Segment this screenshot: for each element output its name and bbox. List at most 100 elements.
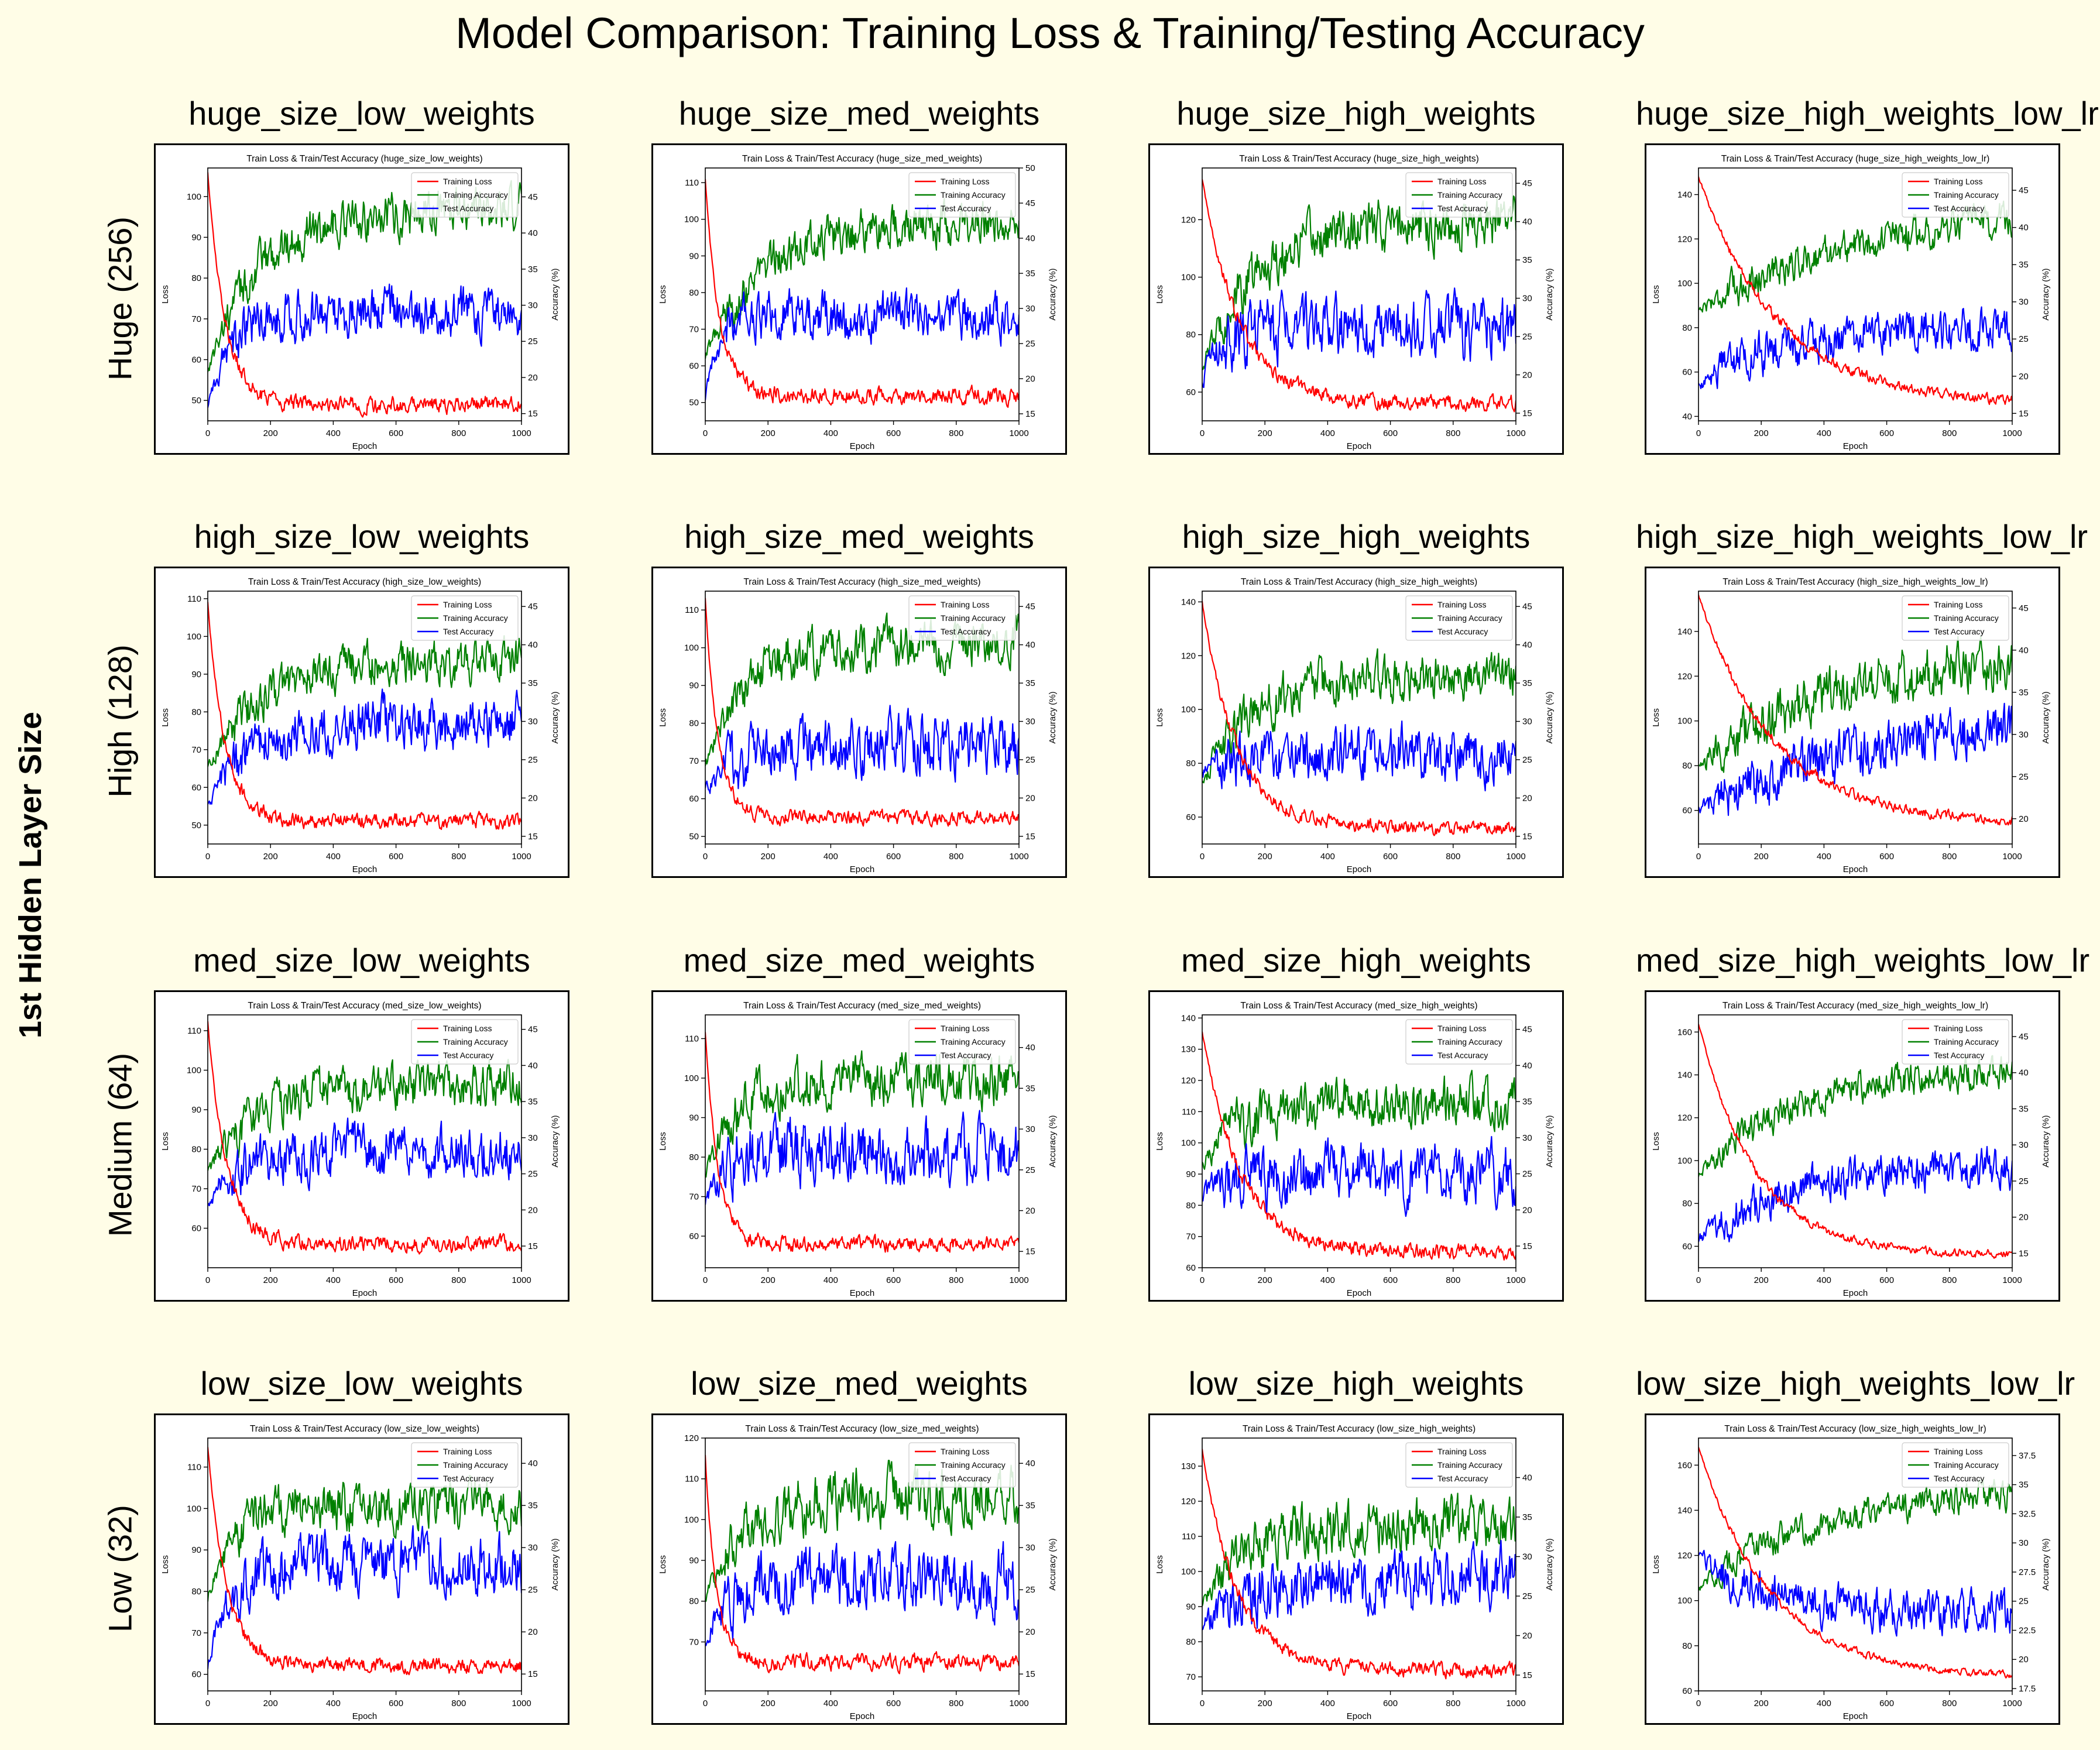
y-right-tick-label: 15 — [1522, 409, 1532, 418]
y-tick-label: 90 — [689, 251, 699, 261]
x-axis-label: Epoch — [850, 864, 875, 874]
y-super-label: 1st Hidden Layer Size — [13, 711, 48, 1039]
y-tick-label: 120 — [1677, 671, 1692, 681]
y-right-tick-label: 35 — [528, 1501, 538, 1511]
x-tick-label: 200 — [1754, 1275, 1769, 1285]
training-accuracy-line — [705, 612, 1019, 766]
y-tick-label: 130 — [1181, 1045, 1196, 1055]
y-right-tick-label: 35 — [528, 678, 538, 688]
panel-title: low_size_low_weights — [200, 1365, 523, 1402]
panel-title: high_size_high_weights_low_lr — [1636, 518, 2088, 555]
axes-frame — [1202, 1437, 1516, 1691]
chart-panel: Train Loss & Train/Test Accuracy (med_si… — [1645, 990, 2060, 1302]
x-tick-label: 200 — [1258, 1698, 1272, 1708]
legend-entry: Training Accuracy — [443, 1037, 508, 1046]
legend-entry: Test Accuracy — [443, 1051, 493, 1060]
training-loss-line — [1202, 1449, 1516, 1680]
x-tick-label: 0 — [1200, 1275, 1205, 1285]
y-right-tick-label: 40 — [528, 228, 538, 238]
training-loss-line — [1698, 1024, 2012, 1259]
x-tick-label: 1000 — [1506, 852, 1525, 862]
y-right-tick-label: 45 — [1522, 602, 1532, 612]
panel-title: low_size_high_weights_low_lr — [1636, 1365, 2075, 1402]
y-axis-label: Loss — [1651, 708, 1661, 727]
legend-entry: Training Loss — [1934, 600, 1983, 609]
x-tick-label: 400 — [326, 852, 341, 862]
y-right-axis-label: Accuracy (%) — [2041, 1538, 2051, 1590]
x-axis-label: Epoch — [352, 441, 378, 451]
legend-entry: Test Accuracy — [1934, 627, 1984, 636]
y-right-tick-label: 15 — [1025, 1247, 1035, 1257]
test-accuracy-line — [1698, 1549, 2012, 1637]
legend-entry: Training Accuracy — [941, 1037, 1006, 1046]
y-tick-label: 70 — [1186, 1672, 1196, 1682]
x-tick-label: 800 — [949, 428, 963, 438]
x-tick-label: 600 — [389, 428, 403, 438]
y-right-tick-label: 20 — [528, 373, 538, 383]
chart-title: Train Loss & Train/Test Accuracy (low_si… — [1724, 1424, 1986, 1434]
legend: Training Loss Training Accuracy Test Accur… — [1405, 172, 1513, 218]
chart-title: Train Loss & Train/Test Accuracy (huge_s… — [1721, 154, 1990, 164]
y-right-tick-label: 22.5 — [2019, 1625, 2036, 1635]
legend: Training Loss Training Accuracy Test Accur… — [411, 172, 519, 218]
plot-area — [1698, 1024, 2012, 1259]
axes-frame — [207, 591, 522, 845]
y-tick-label: 140 — [1677, 627, 1692, 637]
y-axis-label: Loss — [1155, 285, 1165, 304]
legend-entry: Test Accuracy — [443, 627, 493, 636]
x-axis-label: Epoch — [850, 1711, 875, 1721]
y-right-tick-label: 17.5 — [2019, 1684, 2036, 1694]
y-right-tick-label: 20 — [2019, 814, 2029, 824]
x-axis-label: Epoch — [1843, 1711, 1868, 1721]
y-tick-label: 110 — [187, 1463, 201, 1473]
y-tick-label: 140 — [1181, 597, 1196, 607]
training-accuracy-line — [1698, 1478, 2012, 1591]
y-right-tick-label: 20 — [1522, 1205, 1532, 1215]
y-tick-label: 80 — [1186, 759, 1196, 768]
y-right-tick-label: 40 — [1025, 1459, 1035, 1468]
y-right-tick-label: 25 — [1025, 1165, 1035, 1175]
x-tick-label: 600 — [1383, 1698, 1398, 1708]
test-accuracy-line — [208, 1117, 521, 1206]
x-tick-label: 200 — [1258, 428, 1272, 438]
legend: Training Loss Training Accuracy Test Accur… — [1902, 1442, 2009, 1488]
y-axis-label: Loss — [658, 285, 668, 304]
training-loss-line — [705, 179, 1019, 408]
chart-panel: Train Loss & Train/Test Accuracy (low_si… — [651, 1413, 1067, 1725]
x-tick-label: 200 — [761, 852, 776, 862]
chart-panel: Train Loss & Train/Test Accuracy (high_s… — [1645, 567, 2060, 878]
y-right-tick-label: 35 — [1025, 678, 1035, 688]
y-tick-label: 70 — [191, 1628, 201, 1638]
y-right-axis-label: Accuracy (%) — [2041, 691, 2051, 743]
plot-area — [1202, 1031, 1516, 1261]
x-tick-label: 800 — [1446, 1698, 1460, 1708]
x-axis-label: Epoch — [1347, 441, 1372, 451]
y-right-tick-label: 30 — [528, 1543, 538, 1553]
y-tick-label: 60 — [191, 1670, 201, 1680]
y-right-tick-label: 30 — [528, 1133, 538, 1143]
y-right-axis-label: Accuracy (%) — [1048, 1115, 1058, 1167]
legend-entry: Training Accuracy — [941, 613, 1006, 623]
panel-title: huge_size_high_weights_low_lr — [1636, 95, 2099, 132]
axes-frame — [1698, 1014, 2013, 1268]
y-tick-label: 120 — [1677, 1551, 1692, 1561]
y-right-tick-label: 20 — [1025, 1627, 1035, 1637]
axes-frame — [705, 1014, 1020, 1268]
training-loss-line — [1202, 601, 1516, 836]
y-right-tick-label: 25 — [2019, 1176, 2029, 1186]
row-label-huge: Huge (256) — [101, 216, 139, 381]
test-accuracy-line — [705, 287, 1019, 401]
chart-title: Train Loss & Train/Test Accuracy (low_si… — [1243, 1424, 1476, 1434]
y-right-tick-label: 40 — [1025, 640, 1035, 650]
y-tick-label: 60 — [1186, 1263, 1196, 1273]
y-axis-label: Loss — [160, 1132, 170, 1151]
training-accuracy-line — [1698, 635, 2012, 773]
y-tick-label: 70 — [1186, 1232, 1196, 1242]
legend-entry: Test Accuracy — [941, 204, 991, 213]
y-right-tick-label: 30 — [1522, 717, 1532, 727]
x-tick-label: 1000 — [2002, 1275, 2022, 1285]
y-tick-label: 120 — [1677, 234, 1692, 244]
y-tick-label: 80 — [1682, 1199, 1692, 1209]
legend-entry: Training Loss — [941, 600, 990, 609]
x-tick-label: 400 — [1817, 428, 1831, 438]
